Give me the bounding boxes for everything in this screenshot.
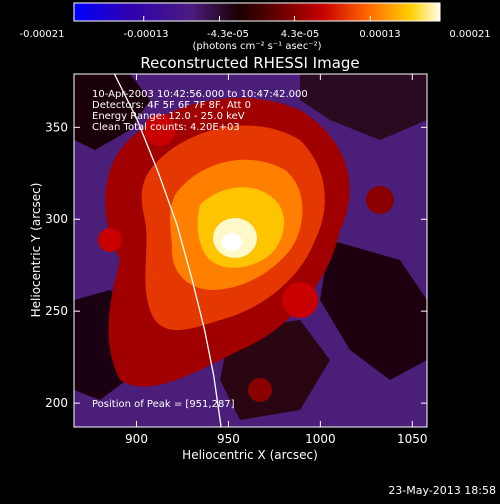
colorbar [73, 2, 441, 22]
chart-title: Reconstructed RHESSI Image [140, 54, 359, 72]
colorbar-tick-label: -0.00013 [124, 29, 169, 40]
plot-frame [73, 73, 428, 428]
info-detectors: Detectors: 4F 5F 6F 7F 8F, Att 0 [92, 100, 251, 111]
y-axis-label: Heliocentric Y (arcsec) [29, 183, 43, 318]
plot-area [74, 74, 427, 427]
colorbar-tick-label: 0.00013 [359, 29, 400, 40]
heatmap-image [74, 74, 427, 420]
info-time-range: 10-Apr-2003 10:42:56.000 to 10:47:42.000 [92, 89, 308, 100]
y-tick-label: 300 [45, 212, 68, 226]
y-tick-label: 350 [45, 120, 68, 134]
info-total-counts: Clean Total counts: 4.20E+03 [92, 122, 240, 133]
colorbar-tick-label: -0.00021 [20, 29, 65, 40]
peak-position-label: Position of Peak = [951,287] [92, 399, 235, 410]
y-tick-label: 200 [45, 396, 68, 410]
colorbar-tick-label: -4.3e-05 [207, 29, 249, 40]
info-energy-range: Energy Range: 12.0 - 25.0 keV [92, 111, 245, 122]
colorbar-tick-label: 4.3e-05 [281, 29, 319, 40]
colorbar-ticks: -0.00021 -0.00013 -4.3e-05 4.3e-05 0.00013 0.… [20, 16, 491, 40]
y-tick-label: 250 [45, 304, 68, 318]
y-axis-ticks: 200 250 300 350 [45, 120, 427, 410]
x-tick-label: 950 [217, 432, 240, 446]
x-axis-ticks: 900 950 1000 1050 [125, 74, 428, 446]
x-tick-label: 1000 [305, 432, 336, 446]
colorbar-tick-label: 0.00021 [449, 29, 490, 40]
x-tick-label: 1050 [397, 432, 428, 446]
colorbar-unit-label: (photons cm⁻² s⁻¹ asec⁻²) [192, 41, 321, 52]
footer-timestamp: 23-May-2013 18:58 [388, 484, 496, 497]
x-axis-label: Heliocentric X (arcsec) [182, 448, 318, 462]
solar-limb-curve [113, 74, 222, 427]
x-tick-label: 900 [125, 432, 148, 446]
